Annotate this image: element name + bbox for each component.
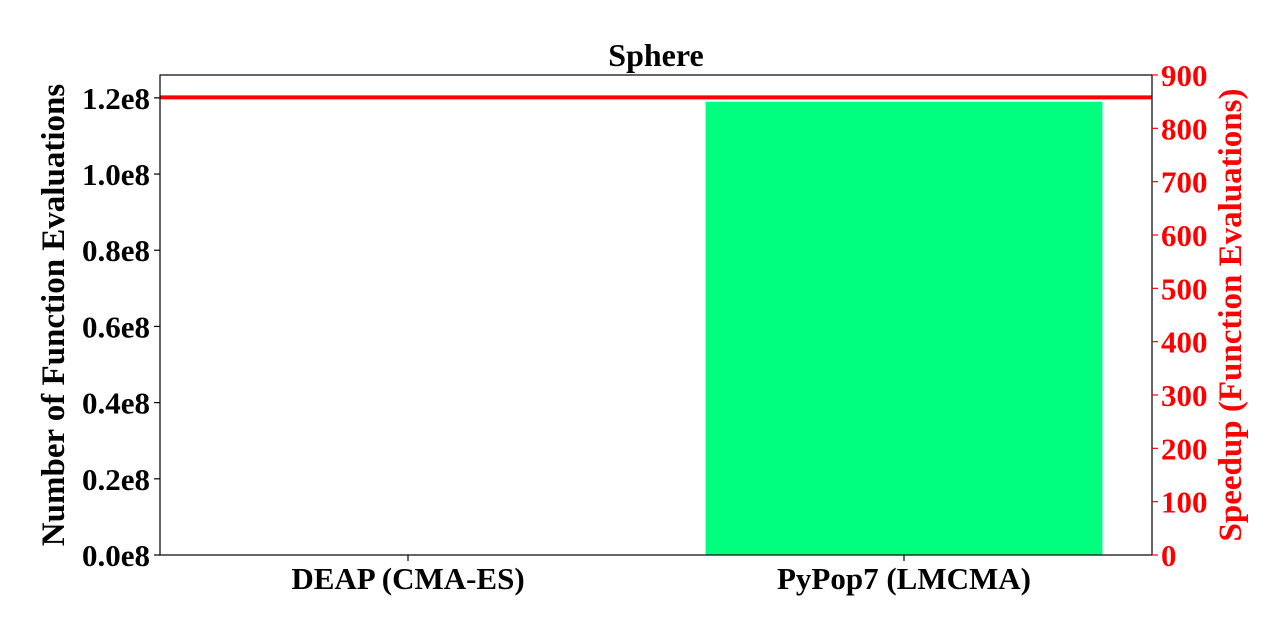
y-axis-label: Number of Function Evaluations xyxy=(36,84,72,547)
y2-tick-label-2: 200 xyxy=(1161,431,1208,466)
plot-frame xyxy=(159,74,1153,556)
bar-1 xyxy=(705,101,1103,556)
y-tick-label-2: 0.4e8 xyxy=(82,386,150,421)
y2-tick-label-0: 0 xyxy=(1161,538,1177,573)
chart-title: Sphere xyxy=(608,37,703,73)
y-tick-label-4: 0.8e8 xyxy=(82,233,150,268)
x-tick-label-1: PyPop7 (LMCMA) xyxy=(777,561,1031,596)
y2-tick-label-1: 100 xyxy=(1161,485,1208,520)
y2-tick-label-8: 800 xyxy=(1161,111,1208,146)
y2-axis-label: Speedup (Function Evaluations) xyxy=(1213,89,1249,542)
y-tick-label-0: 0.0e8 xyxy=(82,538,150,573)
y2-tick-label-4: 400 xyxy=(1161,325,1208,360)
y2-axis: 0 100 200 300 400 500 600 700 800 900 xyxy=(1152,58,1208,573)
y-tick-label-1: 0.2e8 xyxy=(82,462,150,497)
y2-tick-label-3: 300 xyxy=(1161,378,1208,413)
y-tick-label-6: 1.2e8 xyxy=(82,81,150,116)
bars-group xyxy=(705,101,1103,556)
y-tick-label-5: 1.0e8 xyxy=(82,157,150,192)
y2-tick-label-9: 900 xyxy=(1161,58,1208,93)
x-axis: DEAP (CMA-ES) PyPop7 (LMCMA) xyxy=(291,555,1031,596)
y2-tick-label-5: 500 xyxy=(1161,271,1208,306)
y-axis: 0.0e8 0.2e8 0.4e8 0.6e8 0.8e8 1.0e8 1.2e8 xyxy=(82,81,160,573)
y-tick-label-3: 0.6e8 xyxy=(82,309,150,344)
x-tick-label-0: DEAP (CMA-ES) xyxy=(291,561,524,596)
y2-tick-label-6: 600 xyxy=(1161,218,1208,253)
y2-tick-label-7: 700 xyxy=(1161,165,1208,200)
